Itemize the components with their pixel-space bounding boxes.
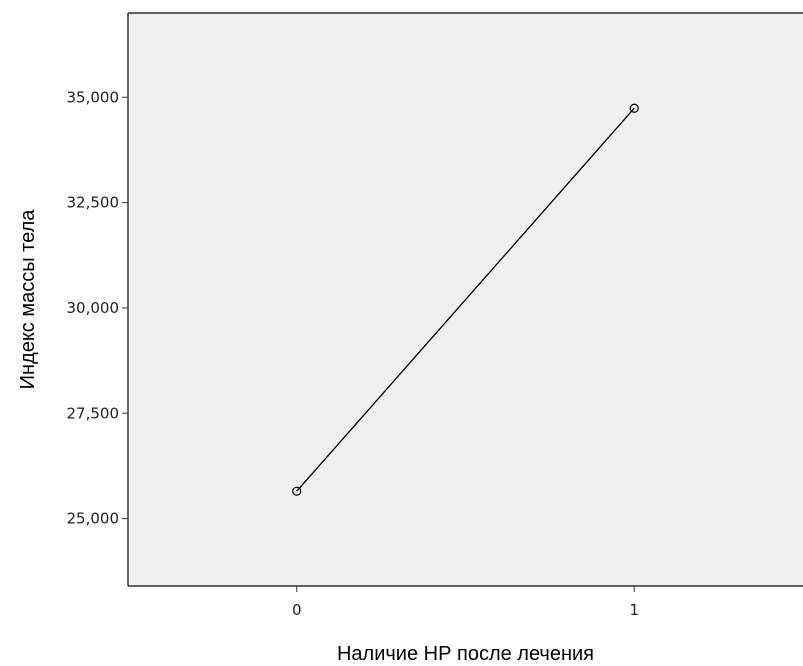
y-axis-title: Индекс массы тела — [17, 209, 39, 390]
y-tick-label: 35,000 — [67, 88, 120, 106]
series-layer — [128, 12, 803, 496]
data-point-marker — [629, 103, 639, 113]
y-axis-ticks: 25,000 27,500 30,000 32,500 35,000 — [67, 88, 128, 528]
y-tick-label: 30,000 — [67, 299, 120, 317]
x-axis-title: Наличие НР после лечения — [337, 643, 594, 665]
y-tick-label: 27,500 — [67, 404, 120, 422]
series-line — [296, 107, 635, 492]
x-tick-label: 0 — [292, 601, 302, 619]
data-point-marker — [292, 486, 302, 496]
x-tick-label: 1 — [629, 601, 639, 619]
y-tick-label: 25,000 — [67, 510, 120, 528]
y-tick-label: 32,500 — [67, 194, 120, 212]
